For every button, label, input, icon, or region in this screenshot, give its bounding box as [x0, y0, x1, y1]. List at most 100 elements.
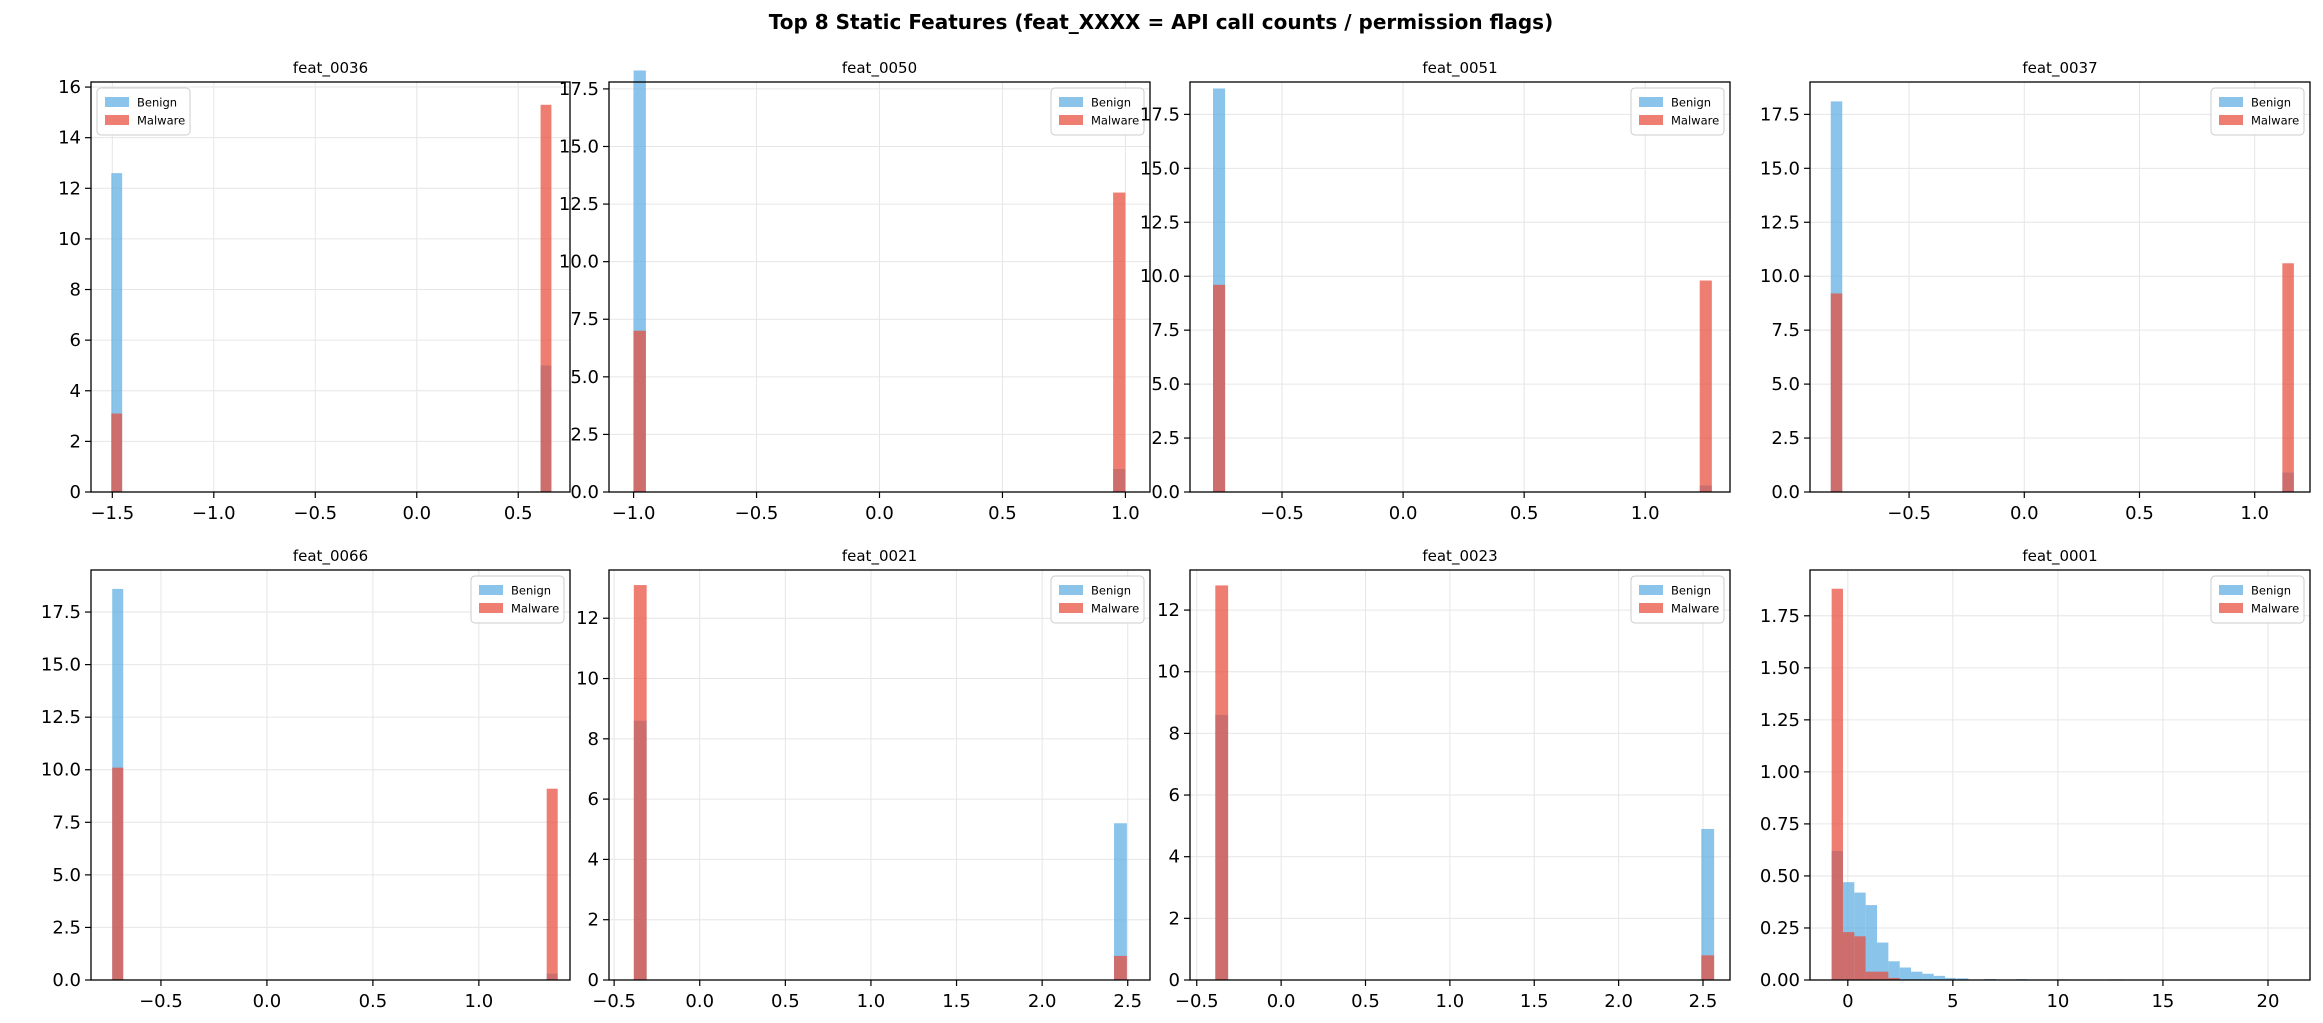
y-tick-label: 15.0 [41, 655, 81, 676]
y-tick-label: 4 [1169, 847, 1180, 868]
y-tick-label: 4 [588, 849, 599, 870]
y-tick-label: 17.5 [559, 79, 599, 100]
x-tick-label: −0.5 [592, 991, 636, 1012]
x-tick-label: −0.5 [139, 991, 183, 1012]
subplot-title: feat_0037 [2022, 59, 2097, 78]
y-tick-label: 12.5 [559, 194, 599, 215]
legend-swatch-malware [105, 115, 129, 125]
malware-bar [1842, 932, 1855, 980]
benign-bar [1899, 967, 1912, 980]
y-tick-label: 0.75 [1760, 814, 1800, 835]
subplot-title: feat_0051 [1422, 59, 1497, 78]
x-tick-label: 0.5 [359, 991, 388, 1012]
y-tick-label: 5.0 [52, 865, 81, 886]
y-tick-label: 17.5 [1760, 104, 1800, 125]
y-tick-label: 12 [576, 608, 599, 629]
legend-swatch-benign [1059, 97, 1083, 107]
subplot-feat_0037: −0.5 0.0 0.5 1.0 0.0 2.5 5.0 7.5 10.0 12.5 15.0 17.… [1760, 59, 2311, 524]
malware-bar [1215, 585, 1229, 980]
subplot-feat_0051: −0.5 0.0 0.5 1.0 0.0 2.5 5.0 7.5 10.0 12.5 15.0 17.… [1140, 59, 1731, 524]
malware-bar [1865, 971, 1878, 980]
benign-bar [1114, 823, 1127, 980]
y-tick-label: 15.0 [1140, 158, 1180, 179]
legend-swatch-malware [1059, 115, 1083, 125]
benign-bar [1865, 905, 1878, 980]
y-tick-label: 7.5 [52, 812, 81, 833]
legend-swatch-malware [2219, 115, 2243, 125]
y-tick-label: 10.0 [1760, 266, 1800, 287]
legend-label-benign: Benign [1091, 96, 1131, 110]
y-tick-label: 0 [70, 482, 81, 503]
y-tick-label: 12.5 [41, 707, 81, 728]
y-tick-label: 4 [70, 381, 81, 402]
y-tick-label: 7.5 [1771, 320, 1800, 341]
y-tick-label: 5.0 [570, 367, 599, 388]
y-tick-label: 10.0 [559, 252, 599, 273]
legend-swatch-benign [479, 585, 503, 595]
axes-frame [1809, 81, 2311, 493]
subplot-feat_0066: −0.5 0.0 0.5 1.0 0.0 2.5 5.0 7.5 10.0 12.5 15.0 17.… [41, 547, 571, 1012]
legend-swatch-benign [2219, 97, 2243, 107]
x-tick-label: 2.5 [1113, 991, 1142, 1012]
x-tick-label: 1.5 [1520, 991, 1549, 1012]
y-tick-label: 2 [1169, 908, 1180, 929]
figure-suptitle: Top 8 Static Features (feat_XXXX = API c… [769, 10, 1553, 34]
x-tick-label: 10 [2046, 991, 2069, 1012]
x-tick-label: 0.0 [1389, 503, 1418, 524]
x-tick-label: −1.0 [612, 503, 656, 524]
legend-swatch-malware [2219, 603, 2243, 613]
x-tick-label: −0.5 [1175, 991, 1219, 1012]
y-tick-label: 12.5 [1760, 212, 1800, 233]
legend-swatch-malware [1059, 603, 1083, 613]
legend: Benign Malware [1630, 87, 1725, 136]
legend-label-benign: Benign [1671, 584, 1711, 598]
y-tick-label: 0 [588, 970, 599, 991]
malware-bar [1213, 284, 1226, 492]
y-tick-label: 5.0 [1771, 374, 1800, 395]
x-tick-label: 0.0 [253, 991, 282, 1012]
x-tick-label: 0.0 [685, 991, 714, 1012]
y-tick-label: 0.0 [52, 970, 81, 991]
y-tick-label: 0.25 [1760, 918, 1800, 939]
x-tick-label: 0.0 [1267, 991, 1296, 1012]
y-tick-label: 5.0 [1151, 374, 1180, 395]
legend: Benign Malware [96, 87, 191, 136]
y-tick-label: 0.0 [570, 482, 599, 503]
subplot-title: feat_0036 [293, 59, 368, 78]
legend: Benign Malware [1050, 575, 1145, 624]
y-tick-label: 2 [588, 910, 599, 931]
legend: Benign Malware [2210, 575, 2305, 624]
x-tick-label: 5 [1947, 991, 1958, 1012]
y-tick-label: 15.0 [559, 136, 599, 157]
y-tick-label: 14 [58, 128, 81, 149]
legend-label-malware: Malware [511, 602, 559, 616]
subplot-feat_0023: −0.5 0.0 0.5 1.0 1.5 2.0 2.5 0 2 4 6 8 10 12 feat_0023… [1157, 547, 1731, 1012]
y-tick-label: 0.0 [1771, 482, 1800, 503]
y-tick-label: 7.5 [1151, 320, 1180, 341]
y-tick-label: 1.75 [1760, 606, 1800, 627]
x-tick-label: 0.5 [2125, 503, 2154, 524]
y-tick-label: 10 [1157, 662, 1180, 683]
x-tick-label: −1.0 [192, 503, 236, 524]
legend: Benign Malware [2210, 87, 2305, 136]
x-tick-label: 0.0 [2010, 503, 2039, 524]
legend-label-malware: Malware [1091, 114, 1139, 128]
legend-label-malware: Malware [1091, 602, 1139, 616]
legend-swatch-malware [479, 603, 503, 613]
y-tick-label: 7.5 [570, 309, 599, 330]
x-tick-label: 1.0 [857, 991, 886, 1012]
malware-bar [1701, 955, 1715, 980]
x-tick-label: 2.5 [1689, 991, 1718, 1012]
malware-bar [633, 330, 646, 492]
legend-swatch-benign [1639, 97, 1663, 107]
malware-bar [633, 585, 647, 980]
y-tick-label: 10.0 [1140, 266, 1180, 287]
y-tick-label: 8 [588, 729, 599, 750]
y-tick-label: 17.5 [41, 602, 81, 623]
legend-label-benign: Benign [2251, 96, 2291, 110]
legend-label-malware: Malware [1671, 602, 1719, 616]
benign-bar [1877, 942, 1889, 980]
x-tick-label: 0.5 [504, 503, 533, 524]
axes-frame [90, 569, 571, 981]
legend-swatch-benign [105, 97, 129, 107]
